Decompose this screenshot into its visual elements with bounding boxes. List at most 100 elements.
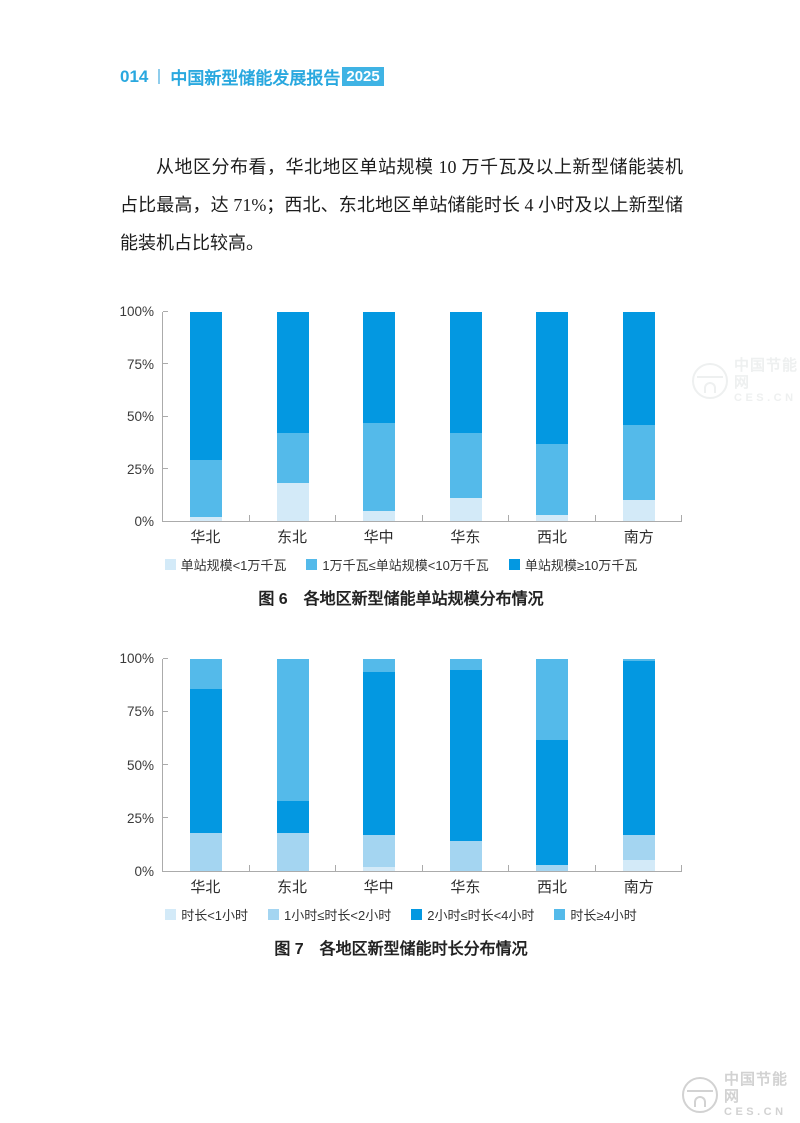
figure-7-plot-area	[162, 658, 683, 872]
x-axis-tick	[421, 515, 423, 521]
y-tick-label: 25%	[126, 461, 154, 477]
watermark-upper: 中国节能网 CES.CN	[692, 357, 800, 404]
x-category-label: 华中	[363, 879, 394, 896]
figure-7-plot-row: 0% 25% 50% 75% 100%	[119, 651, 683, 879]
year-badge: 2025	[342, 67, 384, 86]
x-axis-tick	[681, 865, 682, 871]
page-number: 014	[120, 66, 149, 86]
page-header: 014 中国新型储能发展报告 2025	[120, 64, 384, 89]
figure-7-x-axis-labels: 华北 东北 华中 华东 西北 南方	[162, 876, 682, 897]
bar-segment	[276, 801, 309, 833]
figure-6-caption: 图 6 各地区新型储能单站规模分布情况	[120, 585, 682, 609]
x-category-label: 南方	[623, 529, 654, 546]
legend-label: 时长<1小时	[181, 908, 249, 923]
legend-swatch-icon	[164, 559, 176, 570]
bar-segment	[622, 860, 655, 871]
figure-7-number: 图 7	[274, 941, 304, 958]
bar-segment	[622, 424, 655, 501]
y-axis-tick	[163, 817, 168, 818]
y-tick-label: 75%	[126, 704, 154, 720]
bar-segment	[449, 669, 482, 842]
bar-segment	[363, 671, 396, 835]
stacked-bar	[190, 659, 223, 871]
stacked-bar	[536, 312, 569, 521]
legend-swatch-icon	[508, 559, 520, 570]
bar-slot	[423, 312, 510, 521]
figure-6-y-axis: 0% 25% 50% 75% 100%	[119, 304, 162, 529]
watermark-lower: 中国节能网 CES.CN	[682, 1071, 800, 1118]
bar-segment	[190, 832, 223, 871]
bar-segment	[363, 510, 396, 521]
bar-segment	[449, 659, 482, 670]
bar-segment	[622, 312, 655, 425]
watermark-text: 中国节能网 CES.CN	[734, 357, 800, 404]
x-axis-tick	[508, 515, 509, 521]
legend-item: 1小时≤时长<2小时	[268, 905, 391, 924]
body-paragraph: 从地区分布看，华北地区单站规模 10 万千瓦及以上新型储能装机占比最高，达 71…	[120, 157, 683, 253]
y-axis-tick	[163, 711, 168, 712]
bar-slot	[250, 312, 337, 521]
stacked-bar	[622, 312, 655, 521]
bar-segment	[276, 483, 309, 521]
x-axis-tick	[335, 865, 336, 871]
legend-label: 1万千瓦≤单站规模<10万千瓦	[322, 558, 489, 573]
x-axis-tick	[421, 865, 423, 871]
bar-segment	[622, 834, 655, 861]
bar-segment	[363, 422, 396, 511]
figure-7-chart: 0% 25% 50% 75% 100% 华北 东北 华中 华东 西北 南方 时长<1小时 1小时≤时…	[119, 651, 683, 959]
bar-segment	[449, 498, 482, 521]
bar-segment	[622, 661, 655, 835]
stacked-bar	[190, 312, 223, 521]
legend-swatch-icon	[268, 909, 280, 920]
bar-segment	[536, 659, 569, 740]
bar-slot	[509, 659, 596, 871]
stacked-bar	[276, 312, 309, 521]
stacked-bar	[276, 659, 309, 871]
bar-segment	[536, 443, 569, 515]
bar-segment	[190, 312, 223, 461]
legend-item: 1万千瓦≤单站规模<10万千瓦	[306, 555, 489, 574]
figure-6-plot-area	[162, 311, 682, 522]
figure-7-legend: 时长<1小时 1小时≤时长<2小时 2小时≤时长<4小时 时长≥4小时	[120, 905, 682, 924]
y-tick-label: 100%	[119, 651, 154, 666]
bar-segment	[363, 659, 396, 672]
bar-segment	[449, 312, 482, 434]
x-axis-tick	[594, 515, 596, 521]
x-axis-tick	[681, 515, 682, 521]
legend-label: 1小时≤时长<2小时	[284, 908, 392, 923]
x-axis-tick	[508, 865, 509, 871]
stacked-bar	[622, 659, 655, 871]
x-category-label: 华北	[190, 879, 221, 896]
figure-7-y-axis: 0% 25% 50% 75% 100%	[119, 651, 162, 879]
legend-item: 2小时≤时长<4小时	[411, 905, 534, 924]
bar-slot	[596, 659, 683, 871]
x-axis-tick	[248, 865, 250, 871]
bar-segment	[449, 841, 482, 871]
figure-7-caption: 图 7 各地区新型储能时长分布情况	[120, 935, 682, 959]
x-category-label: 西北	[537, 529, 568, 546]
legend-label: 2小时≤时长<4小时	[427, 908, 535, 923]
figure-6-chart: 0% 25% 50% 75% 100% 华北 东北 华中 华东 西北 南方 单站规模<1万千瓦 1万…	[119, 304, 682, 609]
y-tick-label: 50%	[126, 757, 154, 773]
watermark-site-name: 中国节能网	[724, 1071, 789, 1106]
bar-segment	[363, 866, 396, 871]
bar-segment	[536, 864, 569, 871]
x-category-label: 南方	[623, 879, 654, 896]
x-category-label: 华北	[190, 529, 221, 546]
legend-label: 单站规模<1万千瓦	[180, 558, 287, 573]
bar-segment	[276, 433, 309, 484]
ces-logo-icon	[692, 362, 728, 399]
bar-slot	[423, 659, 510, 871]
figure-7-title: 各地区新型储能时长分布情况	[319, 941, 528, 958]
bar-segment	[190, 516, 223, 521]
report-title: 中国新型储能发展报告 2025	[170, 64, 384, 89]
figure-6-number: 图 6	[258, 591, 288, 608]
bar-segment	[190, 688, 223, 833]
ces-logo-icon	[682, 1076, 718, 1113]
figure-6-legend: 单站规模<1万千瓦 1万千瓦≤单站规模<10万千瓦 单站规模≥10万千瓦	[120, 555, 682, 574]
bar-segment	[276, 659, 309, 802]
bar-segment	[276, 312, 309, 434]
bar-segment	[363, 312, 396, 423]
watermark-site-name: 中国节能网	[734, 357, 799, 392]
legend-item: 单站规模<1万千瓦	[164, 555, 287, 574]
